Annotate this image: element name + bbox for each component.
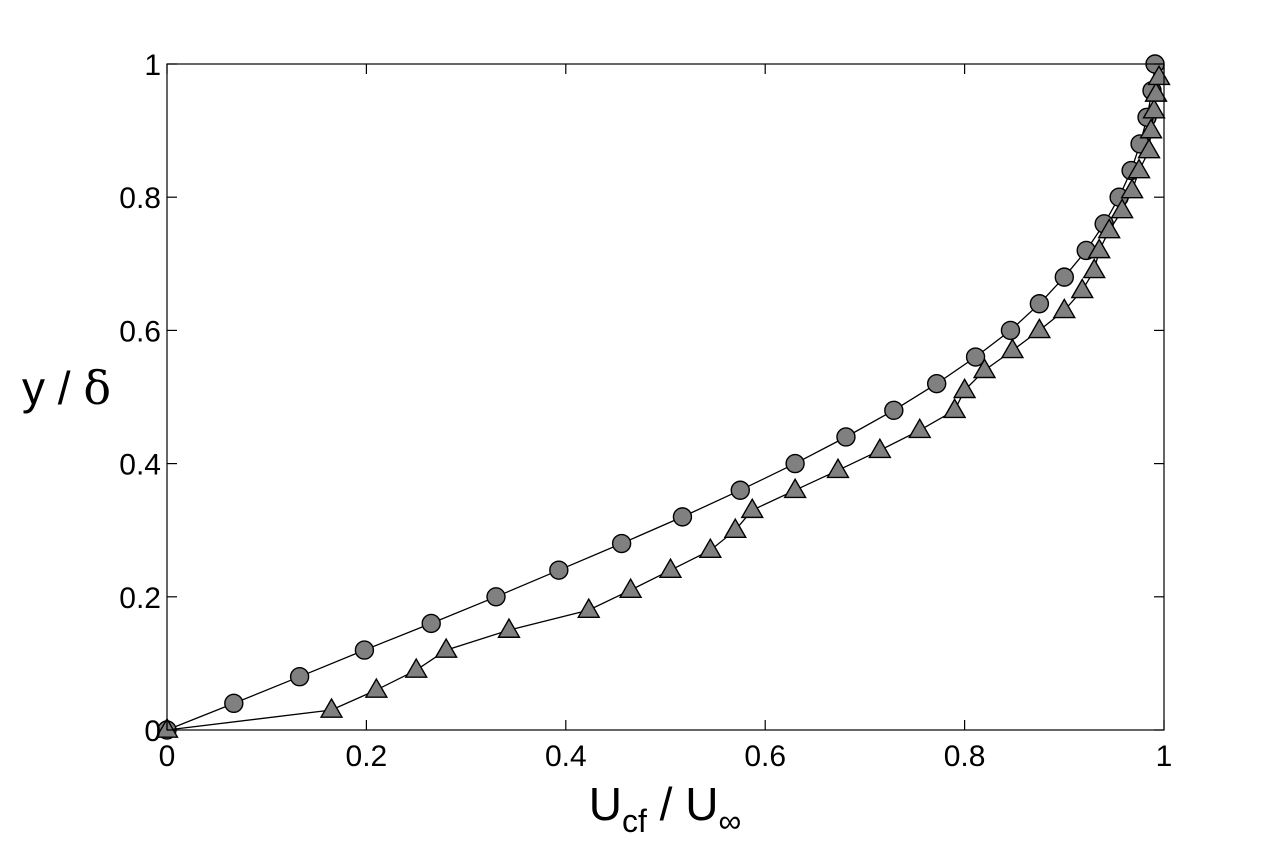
series-layer: [155, 54, 1171, 740]
y-axis-label: y / δ: [22, 361, 111, 415]
circle-point: [289, 667, 310, 687]
y-tick-label: 1: [144, 49, 161, 82]
x-tick-label: 0.6: [744, 740, 786, 773]
circle-point: [224, 693, 244, 714]
circle-point: [836, 427, 856, 447]
triangle-point: [972, 357, 997, 379]
triangle-point: [1137, 138, 1161, 159]
triangle-point: [319, 697, 344, 718]
circle-point: [1029, 294, 1050, 314]
triangle-point: [1110, 198, 1134, 219]
triangle-point: [618, 577, 643, 598]
y-label-separator: /: [45, 362, 83, 414]
triangle-point: [908, 417, 932, 439]
triangle-point: [1120, 178, 1144, 199]
triangle-point: [364, 677, 389, 698]
triangle-point: [740, 497, 764, 519]
triangle-point: [868, 437, 892, 459]
triangle-point: [826, 457, 850, 479]
y-label-var: y: [22, 362, 45, 414]
circle-point: [965, 347, 986, 367]
x-label-separator: /: [647, 778, 685, 830]
circle-point: [730, 480, 750, 500]
circle-point: [611, 533, 632, 554]
circle-point: [672, 507, 693, 527]
triangle-point: [404, 657, 428, 678]
triangle-point: [577, 597, 601, 618]
y-tick-label: 0.6: [119, 315, 161, 348]
plot-frame: [166, 63, 1165, 731]
x-label-denom: U: [685, 778, 718, 830]
circle-point: [1054, 267, 1075, 287]
triangle-point: [1127, 158, 1151, 179]
triangle-point: [1087, 238, 1111, 259]
series-triangle: [155, 64, 1171, 738]
triangle-point: [434, 637, 458, 658]
ticks-layer: 0 0.2 0.4 0.6 0.8 1 0 0.2 0.4 0.6 0.8 1: [119, 49, 1172, 773]
triangle-point: [1139, 118, 1163, 139]
triangle-point: [497, 617, 521, 638]
triangle-point: [1070, 278, 1094, 299]
circle-point: [549, 560, 569, 580]
triangle-point: [658, 557, 683, 579]
x-tick-label: 0.4: [545, 740, 587, 773]
y-tick-label: 0.2: [119, 582, 161, 615]
x-tick-label: 0.8: [944, 740, 986, 773]
triangle-point: [783, 477, 807, 499]
y-tick-label: 0: [144, 715, 161, 748]
circle-point: [884, 400, 904, 421]
circle-point: [421, 613, 441, 634]
triangle-point: [1097, 218, 1121, 239]
triangle-point: [1000, 337, 1025, 359]
triangle-point: [1052, 298, 1076, 319]
circle-point: [354, 640, 375, 660]
circle-point: [486, 587, 506, 607]
triangle-point: [1144, 81, 1168, 102]
triangle-point: [698, 537, 723, 559]
triangle-point: [942, 397, 967, 419]
series-line-triangle: [166, 77, 1160, 731]
y-tick-label: 0.8: [119, 182, 161, 215]
triangle-point: [1142, 98, 1166, 119]
y-tick-label: 0.4: [119, 449, 161, 482]
triangle-point: [952, 377, 977, 399]
x-label-main: U: [589, 778, 622, 830]
x-tick-label: 1: [1156, 740, 1173, 773]
triangle-point: [723, 517, 747, 539]
x-tick-label: 0: [159, 740, 176, 773]
y-label-symbol: δ: [83, 361, 111, 415]
triangle-point: [1027, 317, 1052, 339]
x-label-denom-sub: ∞: [718, 803, 741, 839]
circle-point: [926, 373, 947, 394]
circle-point: [1000, 320, 1021, 341]
x-tick-label: 0.2: [346, 740, 388, 773]
circle-point: [785, 453, 805, 474]
triangle-point: [1082, 258, 1106, 279]
x-label-main-sub: cf: [622, 803, 647, 839]
x-axis-label: Ucf / U∞: [589, 778, 742, 839]
